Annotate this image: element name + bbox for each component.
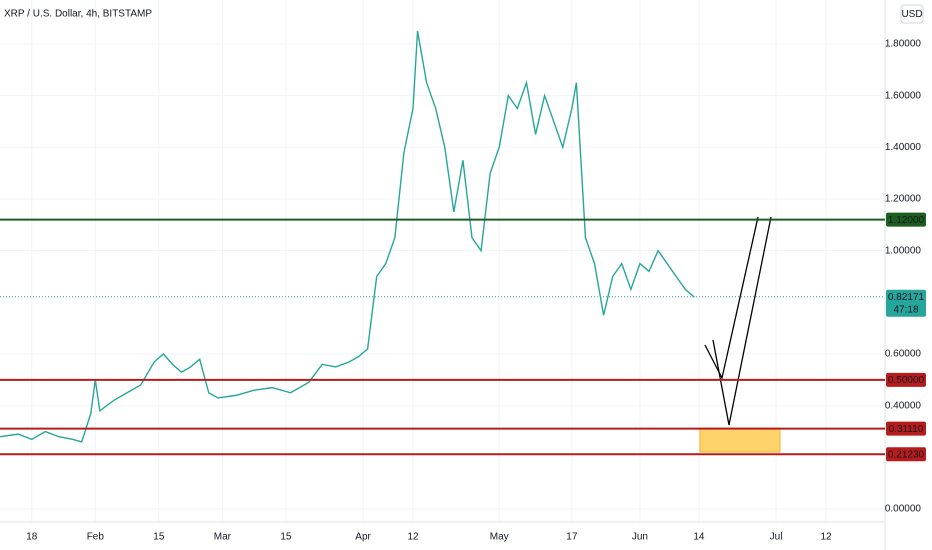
x-tick-label: Jun: [632, 532, 648, 543]
y-tick-label: 1.40000: [885, 142, 922, 153]
y-tick-label: 0.00000: [885, 504, 922, 515]
x-tick-label: 18: [26, 532, 38, 543]
y-tick-label: 0.40000: [885, 400, 922, 411]
level-label-box: [886, 421, 926, 436]
x-tick-label: 14: [693, 532, 705, 543]
x-tick-label: Jul: [770, 532, 783, 543]
drawn-arrow: [704, 216, 759, 380]
x-tick-label: 15: [280, 532, 292, 543]
x-tick-label: 17: [566, 532, 578, 543]
x-tick-label: Apr: [355, 532, 371, 543]
level-label: 1.12000: [888, 215, 925, 226]
grid: [0, 0, 885, 522]
y-tick-label: 1.60000: [885, 90, 922, 101]
y-tick-label: 1.00000: [885, 245, 922, 256]
level-label-box: [886, 372, 926, 387]
level-label: 0.31110: [889, 424, 924, 435]
x-tick-label: 15: [153, 532, 165, 543]
last-price-label: 0.82171: [888, 292, 925, 303]
x-tick-label: May: [490, 532, 509, 543]
chart-title: XRP / U.S. Dollar, 4h, BITSTAMP: [4, 9, 152, 20]
level-label: 0.50000: [888, 375, 925, 386]
y-tick-label: 0.60000: [885, 349, 922, 360]
x-tick-label: Feb: [87, 532, 105, 543]
x-tick-label: 12: [407, 532, 419, 543]
currency-button[interactable]: [900, 4, 924, 24]
y-tick-label: 1.20000: [885, 194, 922, 205]
price-line: [0, 30, 695, 443]
level-label-box: [886, 447, 926, 462]
y-tick-label: 1.80000: [885, 39, 922, 50]
target-zone: [699, 427, 781, 453]
x-tick-label: 12: [820, 532, 832, 543]
last-price-box: [886, 289, 926, 317]
x-tick-label: Mar: [214, 532, 232, 543]
level-label: 0.21230: [888, 449, 925, 460]
plot: [0, 30, 695, 443]
countdown-label: 47:18: [893, 304, 918, 315]
currency-label[interactable]: USD: [901, 9, 922, 20]
level-label-box: [886, 212, 926, 227]
drawn-arrow: [712, 216, 772, 426]
